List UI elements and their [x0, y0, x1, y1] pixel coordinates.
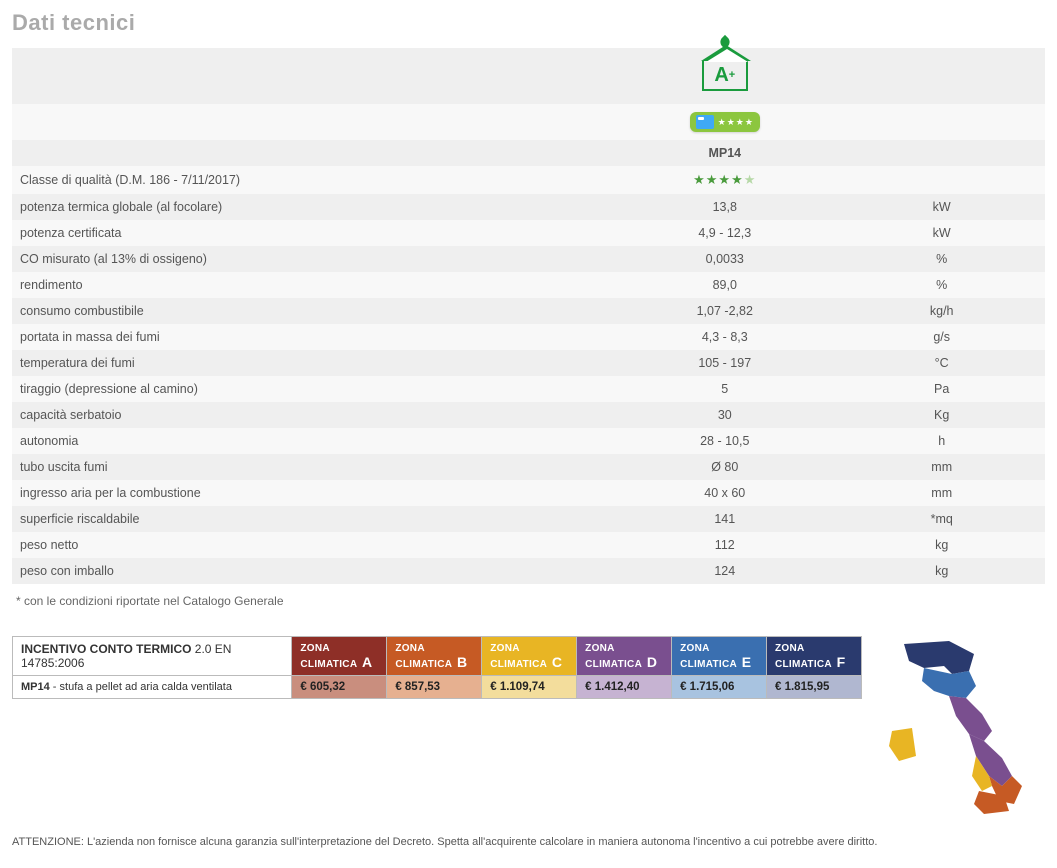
italy-map [874, 636, 1044, 816]
spec-unit: kg [838, 558, 1045, 584]
energy-class-badge: A+ [702, 61, 748, 91]
spec-label: potenza certificata [12, 220, 611, 246]
spec-label: autonomia [12, 428, 611, 454]
spec-unit: kW [838, 220, 1045, 246]
spec-row: Classe di qualità (D.M. 186 - 7/11/2017)… [12, 166, 1045, 194]
zone-header: ZONA CLIMATICA A [292, 637, 387, 676]
incentive-title: INCENTIVO CONTO TERMICO 2.0 EN 14785:200… [13, 637, 292, 676]
spec-row: potenza certificata4,9 - 12,3kW [12, 220, 1045, 246]
spec-unit: mm [838, 454, 1045, 480]
spec-row: tiraggio (depressione al camino)5Pa [12, 376, 1045, 402]
spec-row: ingresso aria per la combustione40 x 60m… [12, 480, 1045, 506]
spec-label: rendimento [12, 272, 611, 298]
spec-table: A+ ★★★★ MP14Classe di qualità (D.M. 186 -… [12, 48, 1045, 584]
spec-unit: kg/h [838, 298, 1045, 324]
spec-row: CO misurato (al 13% di ossigeno)0,0033% [12, 246, 1045, 272]
spec-value: 1,07 -2,82 [611, 298, 838, 324]
spec-value: 0,0033 [611, 246, 838, 272]
spec-unit: *mq [838, 506, 1045, 532]
spec-label: tiraggio (depressione al camino) [12, 376, 611, 402]
incentive-row-label: MP14 - stufa a pellet ad aria calda vent… [13, 676, 292, 699]
spec-row: temperatura dei fumi105 - 197°C [12, 350, 1045, 376]
spec-unit: h [838, 428, 1045, 454]
zone-header: ZONA CLIMATICA C [482, 637, 577, 676]
spec-unit: mm [838, 480, 1045, 506]
spec-unit: Pa [838, 376, 1045, 402]
spec-value: 4,9 - 12,3 [611, 220, 838, 246]
spec-value: 4,3 - 8,3 [611, 324, 838, 350]
spec-label: CO misurato (al 13% di ossigeno) [12, 246, 611, 272]
spec-row: peso con imballo124kg [12, 558, 1045, 584]
spec-row: potenza termica globale (al focolare)13,… [12, 194, 1045, 220]
spec-value: 5 [611, 376, 838, 402]
spec-row: portata in massa dei fumi4,3 - 8,3g/s [12, 324, 1045, 350]
spec-label: consumo combustibile [12, 298, 611, 324]
table-footnote: * con le condizioni riportate nel Catalo… [12, 584, 1045, 608]
spec-label: peso con imballo [12, 558, 611, 584]
spec-label: superficie riscaldabile [12, 506, 611, 532]
disclaimer-text: ATTENZIONE: L'azienda non fornisce alcun… [12, 836, 1045, 848]
spec-row: rendimento89,0% [12, 272, 1045, 298]
spec-label: portata in massa dei fumi [12, 324, 611, 350]
zone-price: € 605,32 [292, 676, 387, 699]
spec-value: 124 [611, 558, 838, 584]
page-title: Dati tecnici [12, 10, 1045, 36]
quality-stars: ★★★★★ [693, 172, 756, 187]
spec-value: 89,0 [611, 272, 838, 298]
spec-label: potenza termica globale (al focolare) [12, 194, 611, 220]
spec-row: capacità serbatoio30Kg [12, 402, 1045, 428]
zone-price: € 1.815,95 [767, 676, 862, 699]
zone-price: € 1.412,40 [577, 676, 672, 699]
spec-value: ★★★★★ [611, 166, 838, 194]
spec-unit: % [838, 272, 1045, 298]
zone-price: € 857,53 [387, 676, 482, 699]
spec-label: ingresso aria per la combustione [12, 480, 611, 506]
spec-value: 141 [611, 506, 838, 532]
spec-label: peso netto [12, 532, 611, 558]
model-name: MP14 [611, 140, 838, 166]
spec-label: tubo uscita fumi [12, 454, 611, 480]
spec-unit: g/s [838, 324, 1045, 350]
spec-value: 28 - 10,5 [611, 428, 838, 454]
spec-value: Ø 80 [611, 454, 838, 480]
spec-label: Classe di qualità (D.M. 186 - 7/11/2017) [12, 166, 611, 194]
spec-label: capacità serbatoio [12, 402, 611, 428]
spec-unit: % [838, 246, 1045, 272]
spec-row: autonomia28 - 10,5h [12, 428, 1045, 454]
zone-header: ZONA CLIMATICA B [387, 637, 482, 676]
zone-price: € 1.109,74 [482, 676, 577, 699]
rating-badge: ★★★★ [690, 112, 760, 132]
incentive-table: INCENTIVO CONTO TERMICO 2.0 EN 14785:200… [12, 636, 862, 699]
spec-value: 112 [611, 532, 838, 558]
spec-row: superficie riscaldabile141*mq [12, 506, 1045, 532]
spec-unit: Kg [838, 402, 1045, 428]
zone-price: € 1.715,06 [672, 676, 767, 699]
spec-unit [838, 166, 1045, 194]
spec-value: 40 x 60 [611, 480, 838, 506]
spec-value: 30 [611, 402, 838, 428]
spec-unit: kg [838, 532, 1045, 558]
zone-header: ZONA CLIMATICA D [577, 637, 672, 676]
zone-header: ZONA CLIMATICA F [767, 637, 862, 676]
spec-row: tubo uscita fumiØ 80mm [12, 454, 1045, 480]
spec-row: peso netto112kg [12, 532, 1045, 558]
zone-header: ZONA CLIMATICA E [672, 637, 767, 676]
spec-row: consumo combustibile1,07 -2,82kg/h [12, 298, 1045, 324]
spec-unit: °C [838, 350, 1045, 376]
spec-value: 13,8 [611, 194, 838, 220]
spec-value: 105 - 197 [611, 350, 838, 376]
spec-unit: kW [838, 194, 1045, 220]
incentive-section: INCENTIVO CONTO TERMICO 2.0 EN 14785:200… [12, 636, 1045, 816]
spec-label: temperatura dei fumi [12, 350, 611, 376]
